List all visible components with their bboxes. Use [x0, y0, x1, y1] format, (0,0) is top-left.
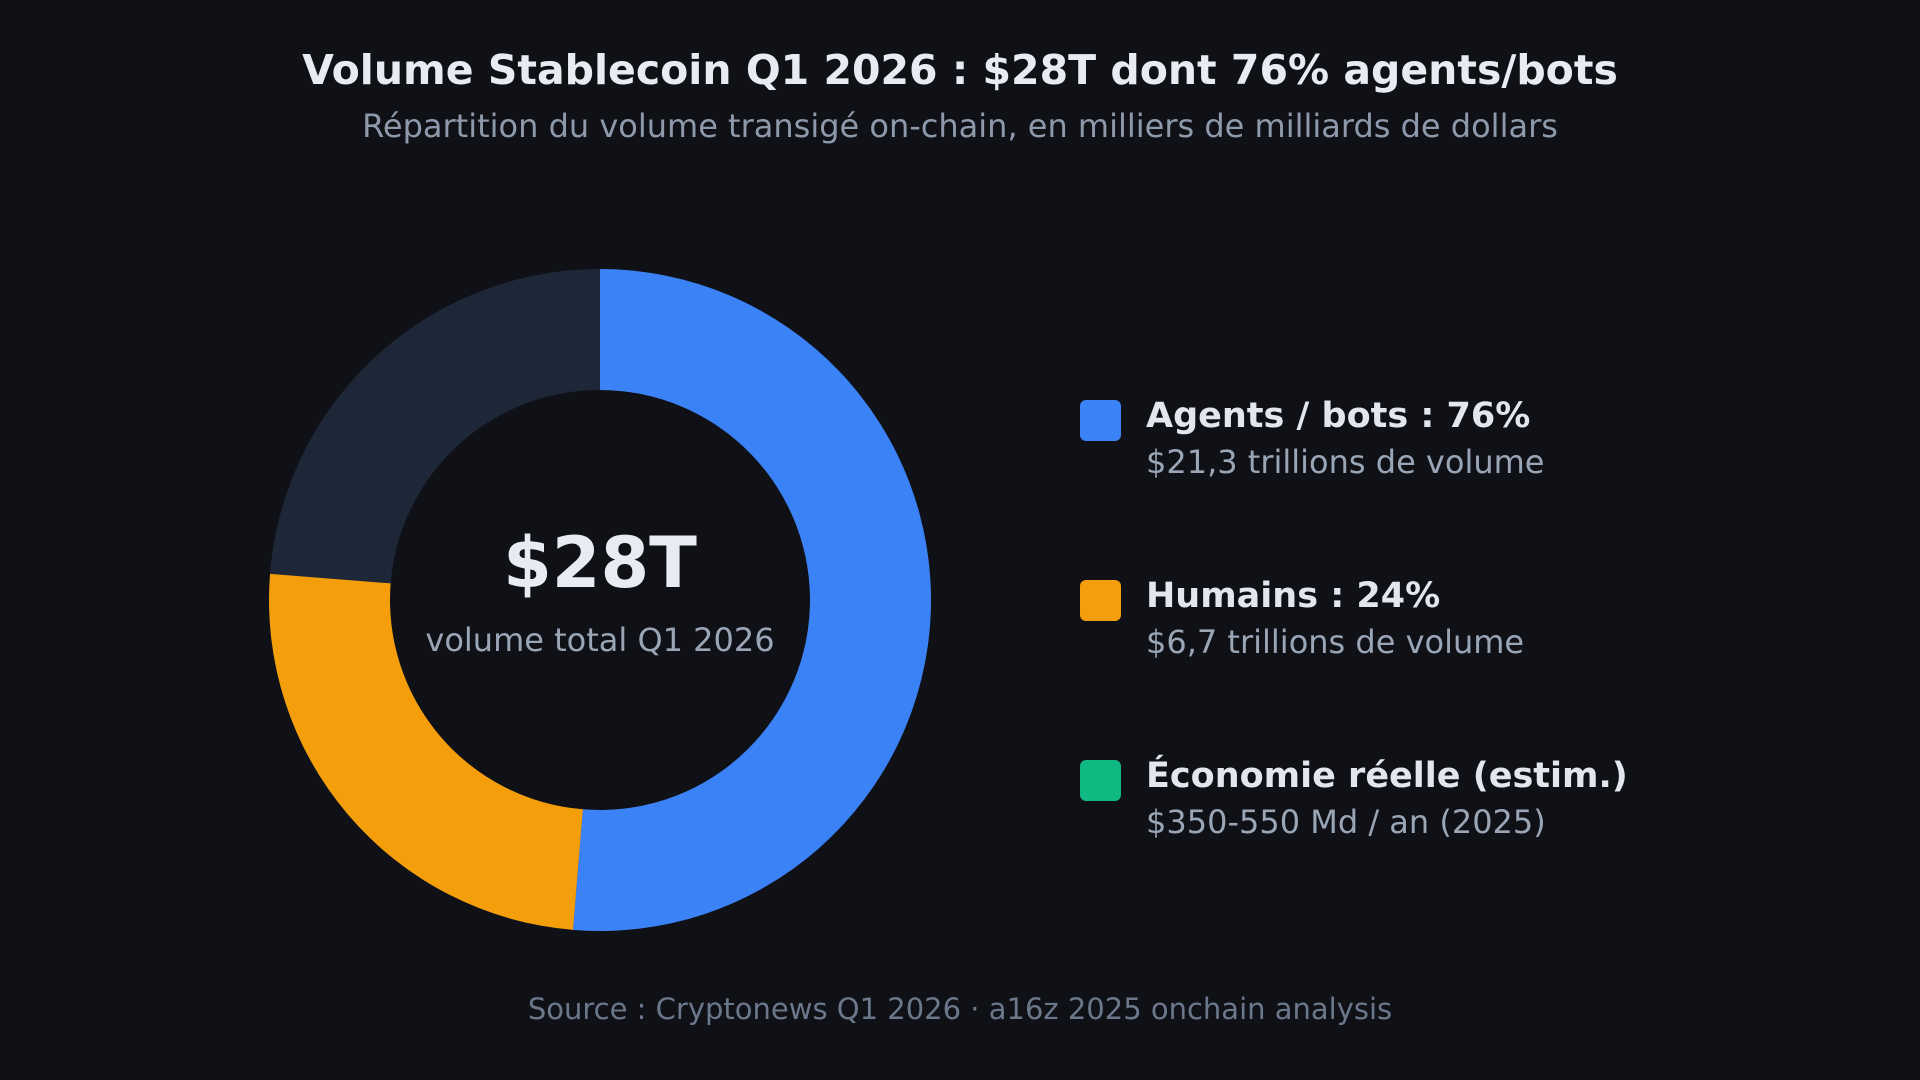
- donut-center-value: $28T: [503, 522, 697, 604]
- donut-slice-humains: [268, 573, 583, 930]
- donut-center-label: volume total Q1 2026: [425, 621, 775, 659]
- source-note: Source : Cryptonews Q1 2026 · a16z 2025 …: [527, 992, 1393, 1026]
- legend-label-agents: Agents / bots : 76%: [1146, 396, 1531, 436]
- legend-item-economie-reelle: Économie réelle (estim.) $350-550 Md / a…: [1080, 752, 1860, 852]
- chart-subtitle: Répartition du volume transigé on-chain,…: [362, 107, 1558, 145]
- legend-swatch-humains: [1080, 580, 1121, 621]
- chart-title: Volume Stablecoin Q1 2026 : $28T dont 76…: [302, 46, 1618, 94]
- legend-label-economie-reelle: Économie réelle (estim.): [1146, 756, 1628, 796]
- legend-item-agents: Agents / bots : 76% $21,3 trillions de v…: [1080, 392, 1860, 492]
- legend-detail-agents: $21,3 trillions de volume: [1146, 443, 1545, 481]
- legend-detail-humains: $6,7 trillions de volume: [1146, 623, 1525, 661]
- legend-swatch-agents: [1080, 400, 1121, 441]
- legend-label-humains: Humains : 24%: [1146, 576, 1441, 616]
- legend-item-humains: Humains : 24% $6,7 trillions de volume: [1080, 572, 1860, 672]
- legend-swatch-economie-reelle: [1080, 760, 1121, 801]
- legend-detail-economie-reelle: $350-550 Md / an (2025): [1146, 803, 1546, 841]
- donut-slice-agents-bots: [572, 269, 931, 931]
